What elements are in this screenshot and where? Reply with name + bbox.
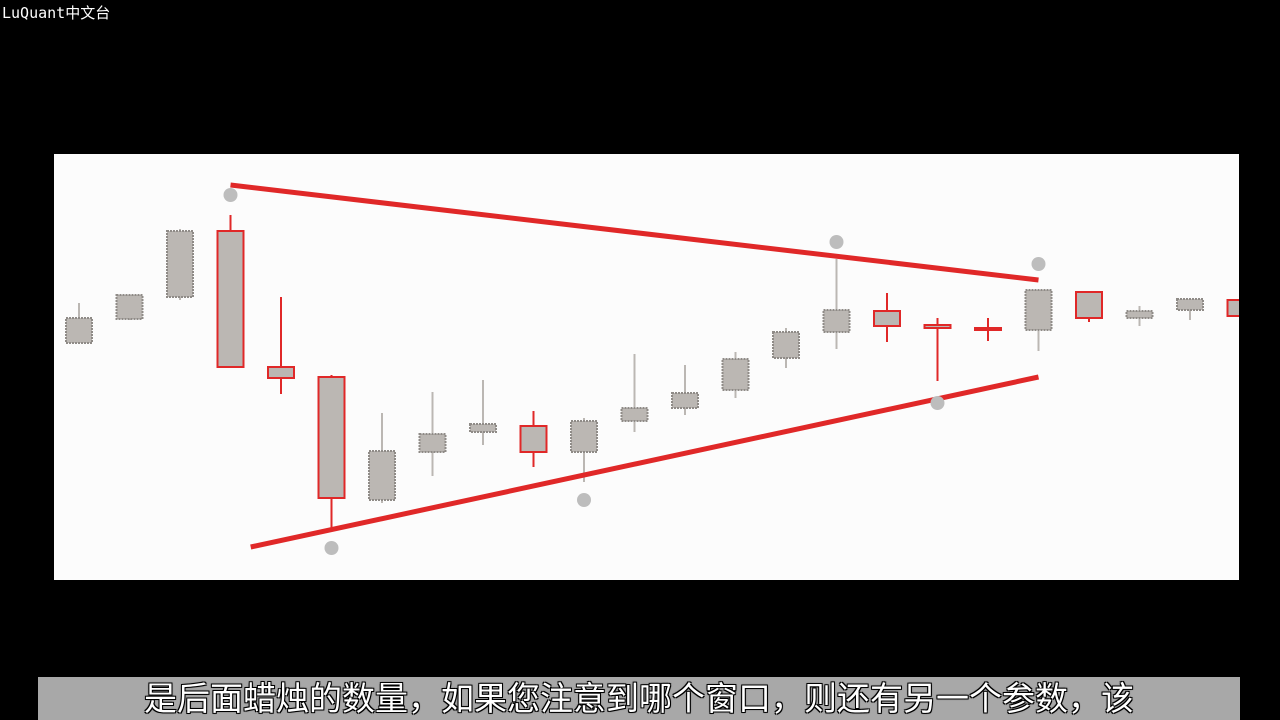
pivot-marker <box>223 188 238 202</box>
trendline <box>230 182 1039 283</box>
candle-body <box>873 310 901 327</box>
candle-body <box>570 420 598 453</box>
candle-body <box>923 324 952 329</box>
candle-body <box>974 327 1002 331</box>
candle-body <box>772 331 800 359</box>
candle-body <box>1176 298 1204 311</box>
candle-body <box>1226 299 1239 317</box>
candle-body <box>418 433 447 453</box>
candle-body <box>519 425 548 453</box>
pivot-marker <box>829 235 844 249</box>
candle-body <box>317 376 346 499</box>
candle-body <box>166 230 194 298</box>
candle-body <box>822 309 851 333</box>
candle-body <box>721 358 750 391</box>
candlestick-chart <box>65 182 1239 555</box>
candle-body <box>216 230 245 368</box>
pivot-marker <box>930 396 945 410</box>
candle-body <box>671 392 699 409</box>
candle-body <box>65 317 93 344</box>
pivot-marker <box>1031 257 1046 271</box>
candle-body <box>1125 310 1154 319</box>
candle-body <box>267 366 295 379</box>
watermark: LuQuant中文台 <box>2 4 111 22</box>
candle-body <box>469 423 497 433</box>
candle-body <box>620 407 649 422</box>
candle-body <box>115 294 144 320</box>
candle-body <box>1075 291 1103 319</box>
chart-panel <box>54 154 1239 580</box>
candle-body <box>1024 289 1053 331</box>
trendline <box>250 374 1040 550</box>
candle-body <box>368 450 396 501</box>
subtitle-caption: 是后面蜡烛的数量，如果您注意到哪个窗口，则还有另一个参数，该 <box>38 677 1240 720</box>
pivot-marker <box>577 493 591 507</box>
pivot-marker <box>324 541 339 555</box>
